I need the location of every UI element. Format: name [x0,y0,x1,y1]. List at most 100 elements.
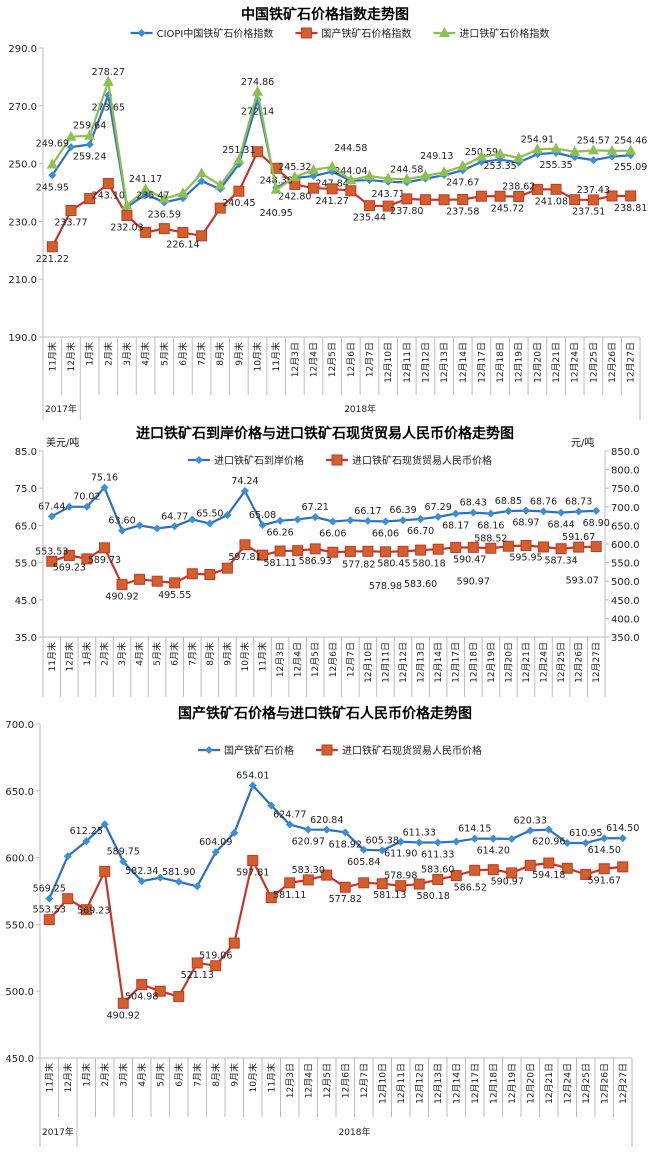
y-tick-label: 600.0 [5,854,34,865]
square-marker [469,864,481,876]
diamond-marker [100,483,109,492]
square-marker [257,549,269,561]
data-label: 235.47 [136,191,169,202]
category-label: 12月26日 [574,642,585,683]
category-label: 12月13日 [416,642,427,683]
category-label: 12月4日 [309,342,320,377]
category-label: 6月末 [173,1063,185,1087]
category-label: 11月末 [46,642,58,671]
category-label: 12月3日 [290,342,301,377]
y-tick-label-right: 650.0 [611,521,640,532]
category-label: 4月末 [136,1063,148,1087]
diamond-marker [600,834,609,843]
category-label: 9月末 [221,642,233,666]
category-label: 5月末 [154,1063,166,1087]
category-label: 12月27日 [591,642,602,683]
diamond-marker [378,846,387,855]
square-marker [531,183,543,195]
diamond-marker [433,838,442,847]
square-marker [555,543,567,555]
category-label: 12月7日 [345,642,356,677]
diamond-marker [470,834,479,843]
data-label: 243.10 [92,191,125,202]
data-label: 590.47 [453,555,486,566]
category-label: 11月末 [265,1063,277,1092]
square-marker [121,210,133,222]
category-label: 5月末 [151,642,163,666]
data-label: 597.81 [236,868,269,879]
legend-item: 进口铁矿石价格指数 [433,27,549,40]
square-marker [382,200,394,212]
data-label: 240.95 [260,208,293,219]
data-label: 259.24 [73,152,106,163]
y-tick-label: 500.0 [5,987,34,998]
diamond-marker [211,848,220,857]
y-tick-label: 210.0 [8,275,37,286]
square-marker [140,226,152,238]
square-marker [401,193,413,205]
data-label: 232.03 [110,223,143,234]
square-marker [475,190,487,202]
square-marker [538,541,550,553]
y-tick-label-right: 350.0 [611,633,640,644]
data-label: 254.91 [521,134,554,145]
diamond-marker [205,746,213,754]
diamond-marker [135,521,144,530]
data-label: 68.97 [512,518,539,529]
y-tick-label: 700.0 [5,720,34,731]
square-marker [239,539,251,551]
square-marker [331,454,343,466]
diamond-marker [267,801,276,810]
series-2: 221.22 233.77 243.10 232.03 226.14 240.45 248.… [36,146,647,265]
category-label: 12月末 [62,1063,74,1092]
square-marker [438,194,450,206]
legend-item: 进口铁矿石现货贸易人民币价格 [326,454,492,467]
data-label: 255.09 [614,162,647,173]
triangle-marker [382,172,394,183]
diamond-marker [170,522,179,531]
diamond-marker [258,521,267,530]
square-marker [134,573,146,585]
category-label: 3月末 [117,1063,129,1087]
diamond-marker [48,171,57,180]
square-marker [494,190,506,202]
diamond-marker [589,156,598,165]
data-label: 519.06 [199,951,232,962]
category-label: 12月17日 [476,342,487,383]
category-label: 10月末 [239,642,251,671]
square-marker [186,568,198,580]
data-label: 614.20 [477,846,510,857]
diamond-marker [304,825,313,834]
data-label: 586.52 [454,883,487,894]
diamond-marker [557,508,566,517]
data-label: 68.17 [442,521,469,532]
data-label: 241.27 [316,196,349,207]
triangle-marker [531,143,543,154]
data-label: 595.95 [509,553,542,564]
category-label: 12月26日 [599,1063,610,1104]
diamond-marker [451,509,460,518]
data-label: 611.33 [421,849,454,860]
data-label: 67.44 [38,501,65,512]
diamond-marker [118,526,127,535]
legend-item: CIOPI中国铁矿石价格指数 [130,27,273,40]
data-label: 577.82 [342,559,375,570]
y-tick-label-right: 450.0 [611,596,640,607]
category-label: 10月末 [247,1063,259,1092]
data-label: 591.67 [562,532,595,543]
data-label: 614.50 [606,823,639,834]
legend-label: 进口铁矿石价格指数 [459,27,549,40]
category-label: 12月7日 [359,1063,370,1098]
square-marker [233,185,245,197]
data-label: 240.45 [222,198,255,209]
data-label: 605.84 [347,857,380,868]
data-label: 490.92 [107,1010,140,1021]
data-label: 244.04 [334,166,367,177]
chart-title: 国产铁矿石价格与进口铁矿石人民币价格走势图 [178,705,472,722]
square-marker [117,997,129,1009]
square-marker [98,542,110,554]
legend-item: 进口铁矿石现货贸易人民币价格 [316,744,482,757]
data-label: 586.93 [299,556,332,567]
square-marker [292,545,304,557]
square-marker [450,870,462,882]
